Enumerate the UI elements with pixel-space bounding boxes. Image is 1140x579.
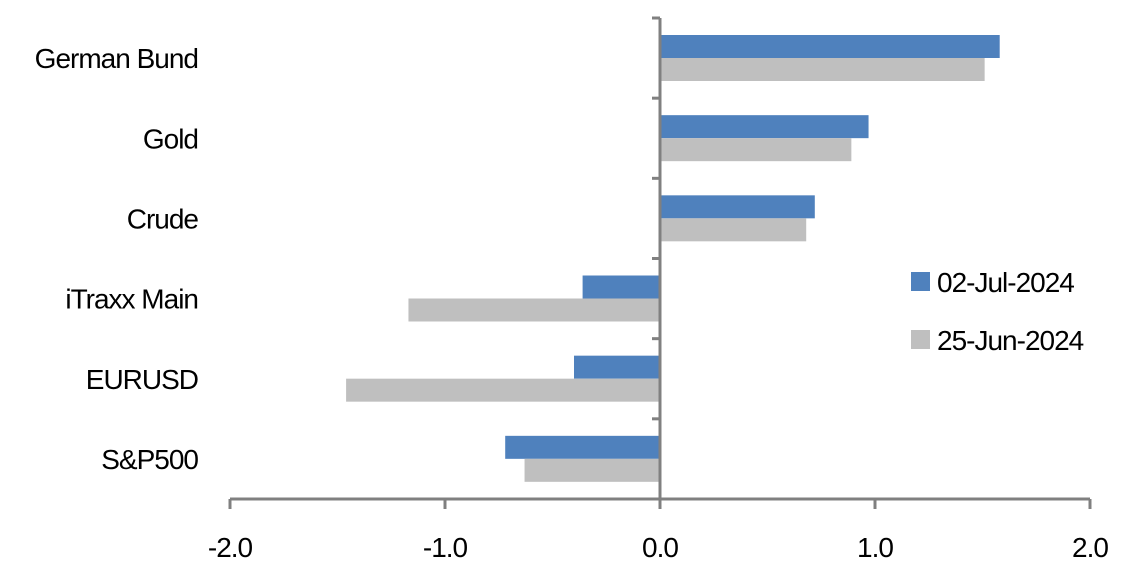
bar-german-bund-1 [660,58,985,81]
bar-gold-0 [660,115,869,139]
bar-s-p500-1 [524,458,660,482]
bar-itraxx-main-1 [408,298,660,322]
bar-crude-1 [660,218,807,242]
legend-swatch [911,330,930,349]
category-label: EURUSD [86,364,198,395]
bar-s-p500-0 [505,435,660,459]
x-tick-label: 0.0 [642,532,678,563]
legend-swatch [911,272,930,291]
x-tick-label: 2.0 [1072,532,1108,563]
category-label: iTraxx Main [65,284,198,315]
bar-eurusd-1 [346,378,660,402]
legend-label: 25-Jun-2024 [937,325,1084,356]
legend-label: 02-Jul-2024 [937,267,1074,298]
x-tick-label: 1.0 [857,532,893,563]
x-tick-label: -1.0 [423,532,468,563]
x-tick-label: -2.0 [208,532,253,563]
bar-itraxx-main-0 [582,275,660,299]
category-label: Gold [143,123,198,154]
category-label: German Bund [35,43,198,74]
category-label: S&P500 [101,444,198,475]
category-label: Crude [127,203,199,234]
bar-eurusd-0 [574,355,660,379]
bar-gold-1 [660,138,852,162]
bar-crude-0 [660,195,815,219]
bar-german-bund-0 [660,35,1000,58]
